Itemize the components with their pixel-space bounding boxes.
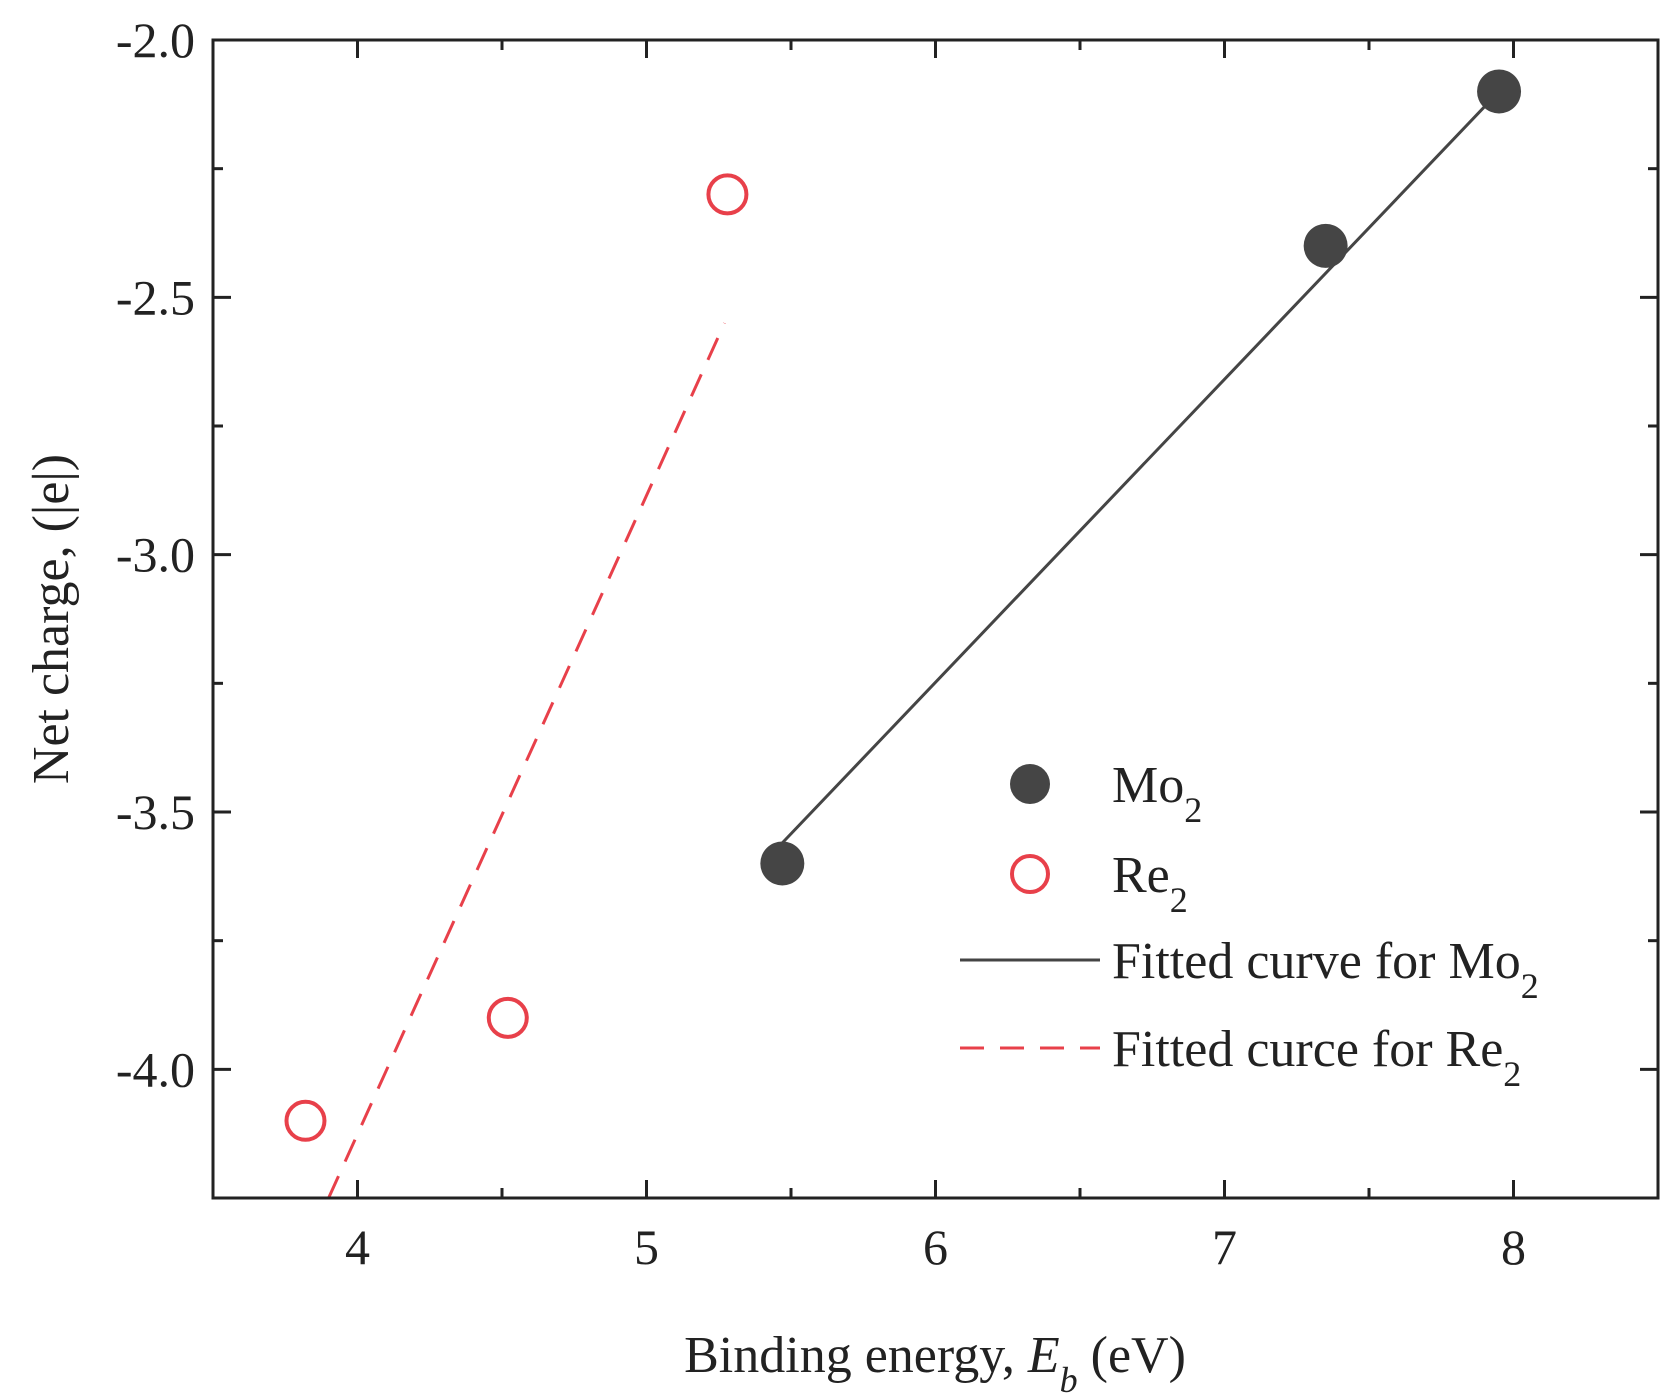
axis-ticks: 4 5 6 7 8 -2.0 -2.5 -3.0 -3.5 -4.0 [116,12,1658,1275]
legend-marker-re2 [1010,854,1050,894]
point-re2-3 [706,173,749,216]
legend-label-re2-fit: Fitted curce for Re2 [1112,1021,1521,1094]
y-tick-label: -2.0 [116,12,195,68]
y-tick-label: -4.0 [116,1041,195,1097]
y-tick-label: -2.5 [116,269,195,325]
point-mo2-2 [1303,223,1348,268]
y-tick-label: -3.5 [116,784,195,840]
fit-lines [327,90,1501,1199]
point-re2-1 [284,1099,327,1142]
legend: Mo2 Re2 Fitted curve for Mo2 Fitted curc… [960,757,1539,1094]
legend-label-re2: Re2 [1112,847,1188,920]
data-points [284,69,1522,1142]
y-tick-label: -3.0 [116,527,195,583]
point-mo2-1 [760,841,805,886]
x-tick-label: 4 [345,1219,370,1275]
fit-line-mo2 [781,90,1501,844]
x-tick-label: 7 [1212,1219,1237,1275]
legend-marker-mo2 [1010,764,1050,804]
x-tick-label: 8 [1501,1219,1526,1275]
x-axis-title: Binding energy, Eb (eV) [684,1327,1186,1400]
point-re2-2 [486,996,529,1039]
legend-label-mo2: Mo2 [1112,757,1202,830]
x-tick-label: 5 [634,1219,659,1275]
point-mo2-3 [1477,69,1522,114]
fit-line-re2 [327,322,726,1199]
x-tick-label: 6 [923,1219,948,1275]
legend-label-mo2-fit: Fitted curve for Mo2 [1112,933,1539,1006]
y-axis-title: Net charge, (|e|) [23,454,80,784]
